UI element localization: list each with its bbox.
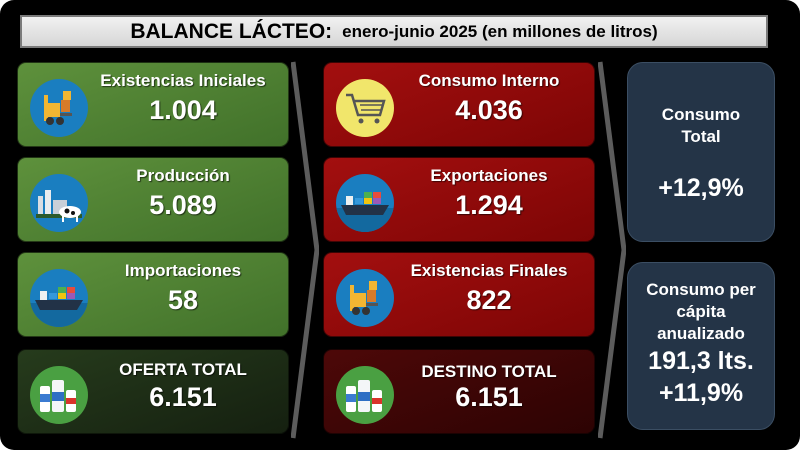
card-label: Consumo Interno [418, 71, 560, 90]
card-importaciones: Importaciones 58 [17, 252, 289, 337]
card-exportaciones: Exportaciones 1.294 [323, 157, 595, 242]
flow-chevron-icon [598, 61, 626, 439]
card-value: 1.294 [455, 190, 523, 220]
per-capita-title-line2: cápita [676, 302, 726, 321]
per-capita-title-line1: Consumo per [646, 280, 756, 299]
page-title: BALANCE LÁCTEO: [130, 19, 333, 43]
card-value: 58 [167, 285, 199, 315]
card-oferta-total: OFERTA TOTAL 6.151 [17, 349, 289, 434]
card-produccion: Producción 5.089 [17, 157, 289, 242]
page-subtitle: enero-junio 2025 (en millones de litros) [342, 21, 658, 41]
consumo-total-title-line1: Consumo [661, 105, 741, 124]
flow-chevron-icon [291, 61, 319, 439]
per-capita-value: 191,3 lts. [648, 347, 754, 375]
card-label: OFERTA TOTAL [119, 360, 247, 379]
cargo-ship-icon [30, 269, 88, 327]
consumo-total-value: +12,9% [658, 174, 744, 202]
title-bar: BALANCE LÁCTEO: enero-junio 2025 (en mil… [20, 15, 768, 48]
forklift-icon [30, 79, 88, 137]
card-label: Existencias Finales [410, 261, 568, 280]
per-capita-card: Consumo per cápita anualizado 191,3 lts.… [627, 262, 775, 430]
card-label: Existencias Iniciales [100, 71, 266, 90]
card-label: Importaciones [124, 261, 242, 280]
card-value: 4.036 [455, 95, 523, 125]
cargo-ship-icon [336, 174, 394, 232]
card-value: 1.004 [149, 95, 217, 125]
dairy-farm-icon [30, 174, 88, 232]
card-label: Exportaciones [430, 166, 548, 185]
card-value: 6.151 [149, 382, 217, 412]
dairy-products-icon [30, 366, 88, 424]
consumo-total-card: Consumo Total +12,9% [627, 62, 775, 242]
dairy-products-icon [336, 366, 394, 424]
card-existencias-finales: Existencias Finales 822 [323, 252, 595, 337]
card-consumo-interno: Consumo Interno 4.036 [323, 62, 595, 147]
card-label: DESTINO TOTAL [421, 362, 557, 381]
shopping-cart-icon [336, 79, 394, 137]
forklift-icon [336, 269, 394, 327]
per-capita-change: +11,9% [658, 379, 744, 407]
card-existencias-iniciales: Existencias Iniciales 1.004 [17, 62, 289, 147]
card-label: Producción [136, 166, 230, 185]
consumo-total-title-line2: Total [681, 127, 721, 146]
per-capita-title-line3: anualizado [657, 324, 745, 343]
card-value: 822 [466, 285, 512, 315]
card-value: 5.089 [149, 190, 217, 220]
card-value: 6.151 [455, 382, 523, 412]
card-destino-total: DESTINO TOTAL 6.151 [323, 349, 595, 434]
